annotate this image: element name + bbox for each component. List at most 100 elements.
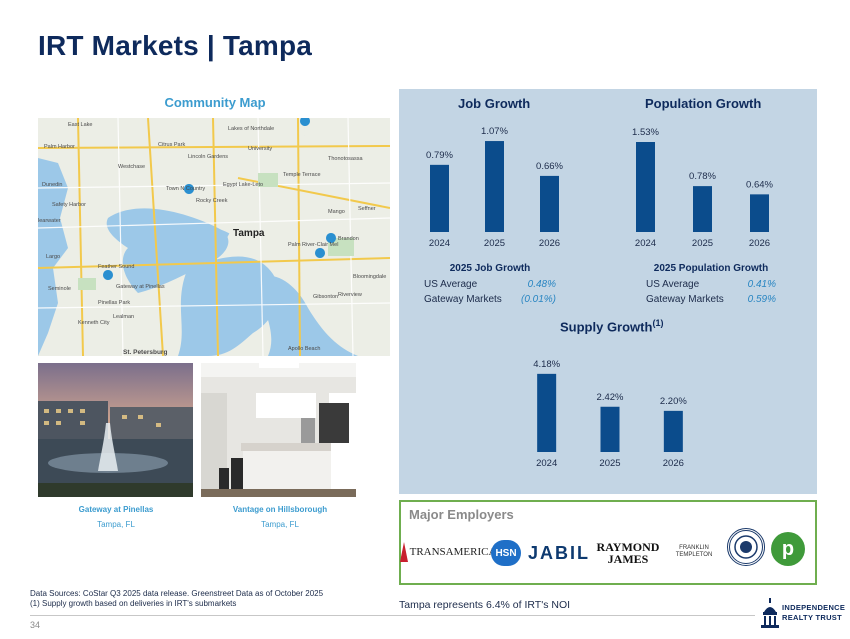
- x-tick-label: 2026: [539, 238, 560, 249]
- map-place: Citrus Park: [158, 142, 185, 148]
- map-place: Bloomingdale: [353, 274, 386, 280]
- page-number: 34: [30, 620, 41, 630]
- supply-title-footnote: (1): [652, 318, 664, 328]
- map-place: learwater: [38, 218, 61, 224]
- value-label: 0.66%: [536, 161, 563, 172]
- stat-row: Gateway Markets 0.59%: [646, 292, 776, 307]
- map-graphic: East Lake Lakes of Northdale Citrus Park…: [38, 118, 390, 356]
- bar-2026: [663, 410, 683, 452]
- x-tick-label: 2024: [429, 238, 450, 249]
- noi-note: Tampa represents 6.4% of IRT's NOI: [399, 599, 571, 611]
- footnote-line: (1) Supply growth based on deliveries in…: [30, 599, 237, 608]
- stat-label: Gateway Markets: [646, 294, 724, 305]
- x-tick-label: 2025: [692, 238, 713, 249]
- stat-value: 0.48%: [527, 279, 556, 290]
- footer-divider: [30, 615, 755, 616]
- map-place: Lealman: [113, 314, 134, 320]
- map-place: Brandon: [338, 236, 359, 242]
- raymond-james-logo: RAYMOND JAMES: [595, 537, 661, 569]
- population-growth-stats: 2025 Population Growth US Average 0.41% …: [646, 263, 776, 307]
- brand-name: INDEPENDENCE REALTY TRUST: [782, 603, 845, 623]
- map-place: Apollo Beach: [288, 346, 320, 352]
- map-place: East Lake: [68, 122, 92, 128]
- bar-2025: [600, 406, 620, 452]
- map-place: St. Petersburg: [123, 349, 167, 356]
- map-place: University: [248, 146, 272, 152]
- james-text: JAMES: [607, 552, 649, 566]
- stat-label: US Average: [424, 279, 478, 290]
- irt-brand: INDEPENDENCE REALTY TRUST: [760, 598, 845, 632]
- photo-gateway-at-pinellas: [38, 363, 193, 497]
- brand-line: REALTY TRUST: [782, 613, 842, 622]
- supply-growth-title: Supply Growth(1): [560, 318, 663, 334]
- stat-value: 0.59%: [747, 294, 776, 305]
- map-heading: Community Map: [164, 95, 266, 110]
- map-place: Seffner: [358, 206, 376, 212]
- map-place: Lakes of Northdale: [228, 126, 274, 132]
- value-label: 1.53%: [632, 127, 659, 138]
- stat-row: Gateway Markets (0.01%): [424, 292, 556, 307]
- major-employers-box: Major Employers TRANSAMERICA HSN JABIL R…: [399, 500, 817, 585]
- value-label: 2.20%: [660, 396, 687, 407]
- job-growth-title: Job Growth: [458, 96, 531, 111]
- pyramid-icon: [399, 542, 408, 562]
- job-stats-title: 2025 Job Growth: [449, 263, 531, 274]
- transamerica-logo: TRANSAMERICA: [399, 537, 496, 567]
- value-label: 1.07%: [481, 126, 508, 137]
- jabil-logo: JABIL: [527, 542, 590, 563]
- property-city: Tampa, FL: [97, 520, 135, 529]
- job-growth-chart: 0.79% 2024 1.07% 2025 0.66% 2026: [426, 126, 563, 249]
- data-sources: Data Sources: CoStar Q3 2025 data releas…: [30, 589, 323, 609]
- photo-vantage-on-hillsborough: [201, 363, 356, 497]
- map-place: Temple Terrace: [283, 172, 321, 178]
- map-place: Palm Harbor: [44, 144, 75, 150]
- bar-2025: [485, 141, 504, 232]
- x-tick-label: 2024: [635, 238, 656, 249]
- map-place: Dunedin: [42, 182, 63, 188]
- community-map[interactable]: East Lake Lakes of Northdale Citrus Park…: [38, 118, 390, 356]
- x-tick-label: 2026: [749, 238, 770, 249]
- source-line: Data Sources: CoStar Q3 2025 data releas…: [30, 589, 324, 598]
- map-place: Lincoln Gardens: [188, 154, 228, 160]
- stat-value: (0.01%): [520, 294, 556, 305]
- page-title: IRT Markets | Tampa: [38, 30, 313, 61]
- stat-label: US Average: [646, 279, 700, 290]
- value-label: 4.18%: [533, 359, 560, 370]
- x-tick-label: 2024: [536, 458, 557, 469]
- map-place: Gibsonton: [313, 294, 338, 300]
- value-label: 0.78%: [689, 171, 716, 182]
- map-city-label: Tampa: [233, 228, 265, 239]
- bar-2026: [750, 194, 769, 232]
- publix-logo: p: [771, 532, 805, 566]
- x-tick-label: 2025: [599, 458, 620, 469]
- university-seal-icon: [727, 528, 765, 566]
- map-place: Egypt Lake-Leto: [223, 182, 263, 188]
- employers-title: Major Employers: [409, 507, 514, 522]
- map-place: Seminole: [48, 286, 71, 292]
- stat-value: 0.41%: [747, 279, 776, 290]
- map-place: Thonotosassa: [328, 156, 363, 162]
- x-tick-label: 2026: [663, 458, 684, 469]
- supply-growth-chart: 4.18% 2024 2.42% 2025 2.20% 2026: [533, 359, 687, 469]
- map-place: Riverview: [338, 292, 362, 298]
- stat-label: Gateway Markets: [424, 294, 502, 305]
- map-place: Gateway at Pinellas: [116, 284, 165, 290]
- map-place: Pinellas Park: [98, 300, 130, 306]
- transamerica-text: TRANSAMERICA: [409, 546, 497, 558]
- map-place: Safety Harbor: [52, 202, 86, 208]
- pop-stats-title: 2025 Population Growth: [653, 263, 769, 274]
- stat-row: US Average 0.48%: [424, 277, 556, 292]
- map-place: Kenneth City: [78, 320, 110, 326]
- bar-2026: [540, 175, 559, 232]
- property-name: Vantage on Hillsborough: [232, 505, 328, 514]
- capitol-dome-icon: [761, 598, 779, 628]
- job-growth-stats: 2025 Job Growth US Average 0.48% Gateway…: [424, 263, 556, 307]
- bar-2025: [693, 186, 712, 232]
- brand-line: INDEPENDENCE: [782, 603, 846, 612]
- value-label: 0.64%: [746, 179, 773, 190]
- map-place: Westchase: [118, 164, 145, 170]
- value-label: 0.79%: [426, 150, 453, 161]
- map-place: Rocky Creek: [196, 198, 228, 204]
- map-place: Town N Country: [166, 186, 205, 192]
- hsn-logo: HSN: [491, 540, 521, 566]
